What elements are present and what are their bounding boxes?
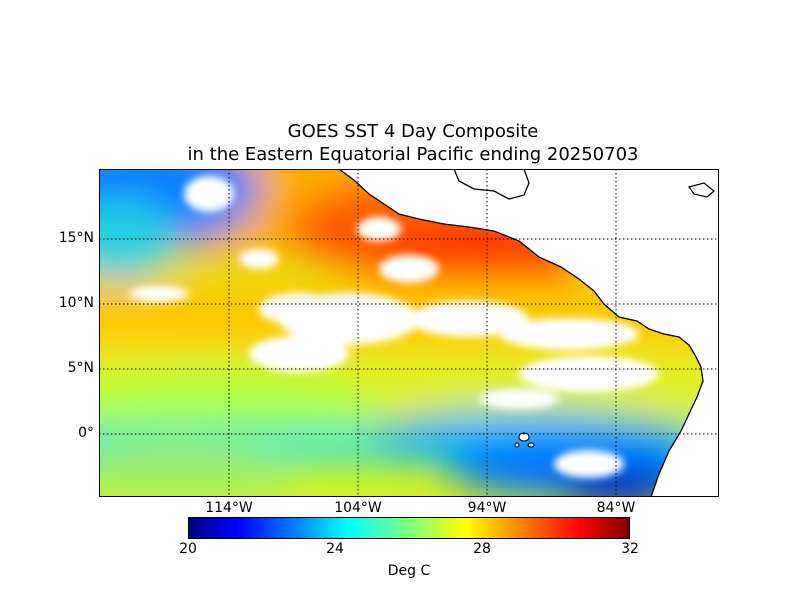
- lon-label-114w: 114°W: [205, 500, 253, 516]
- lat-label-0: 0°: [78, 425, 94, 441]
- land-cuba: [688, 182, 715, 198]
- land-mexico-central-america: [337, 169, 719, 497]
- colorbar-tick-32: 32: [621, 541, 639, 557]
- land-yucatan: [453, 169, 530, 200]
- lon-label-94w: 94°W: [467, 500, 507, 516]
- map-subtitle: in the Eastern Equatorial Pacific ending…: [187, 144, 639, 165]
- lon-label-104w: 104°W: [334, 500, 382, 516]
- colorbar-label: Deg C: [387, 563, 431, 579]
- colorbar: [188, 517, 630, 539]
- lat-label-15n: 15°N: [58, 230, 94, 246]
- colorbar-tick-24: 24: [326, 541, 344, 557]
- lat-label-10n: 10°N: [58, 295, 94, 311]
- lat-label-5n: 5°N: [67, 360, 94, 376]
- lon-label-84w: 84°W: [596, 500, 636, 516]
- sst-field: [99, 169, 719, 497]
- colorbar-tick-20: 20: [179, 541, 197, 557]
- sst-map: [99, 169, 719, 497]
- map-title: GOES SST 4 Day Composite: [287, 121, 539, 142]
- colorbar-tick-28: 28: [473, 541, 491, 557]
